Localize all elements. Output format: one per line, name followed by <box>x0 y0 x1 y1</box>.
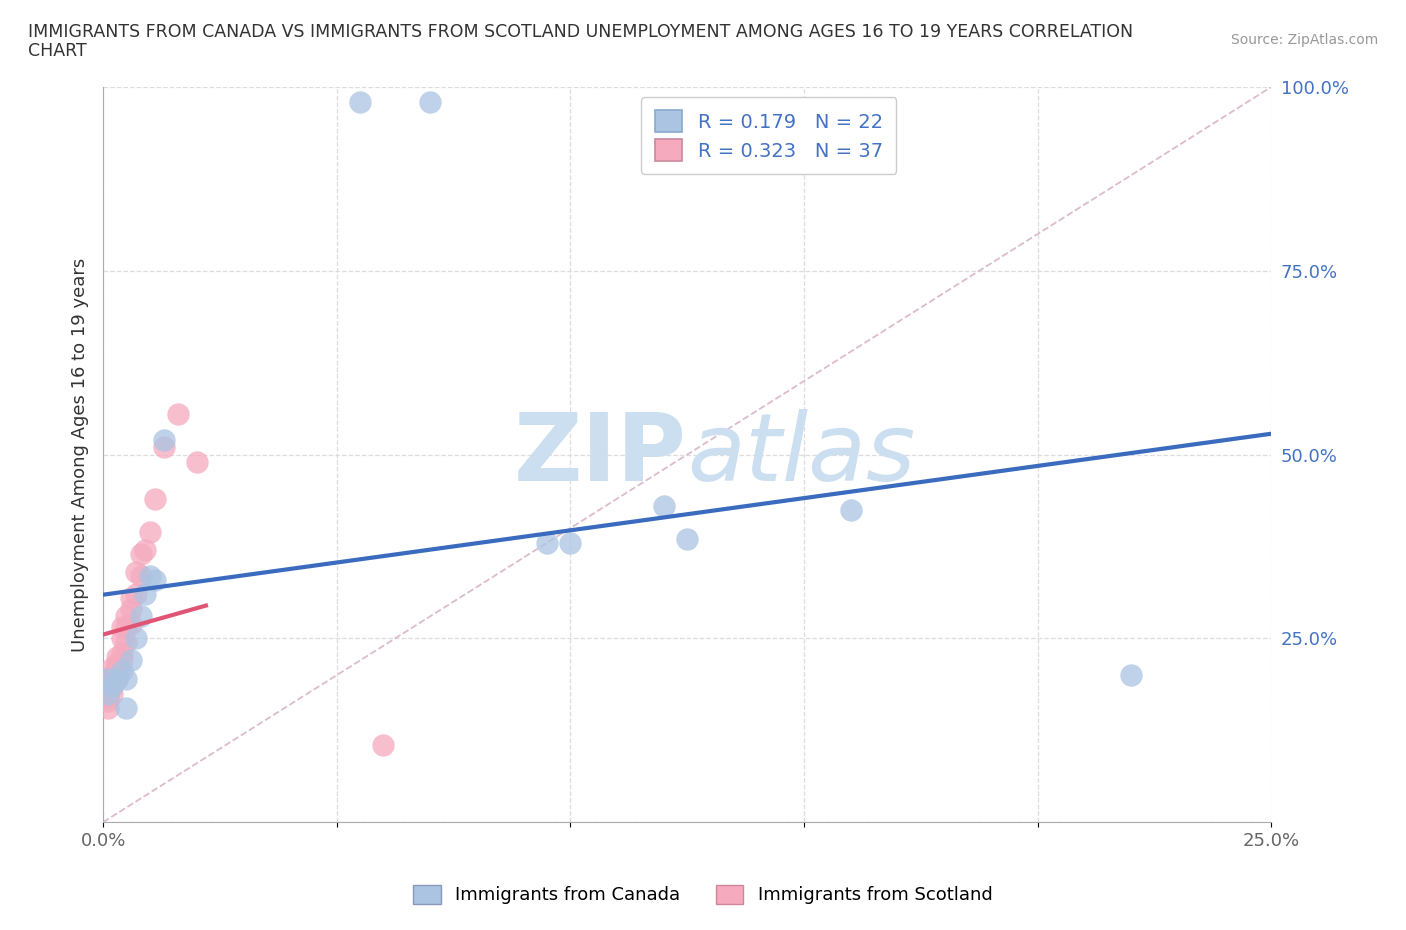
Point <box>97 671 120 686</box>
Point <box>115 620 138 635</box>
Point <box>115 609 138 624</box>
Point <box>120 617 142 631</box>
Point <box>652 498 675 513</box>
Text: ZIP: ZIP <box>515 408 688 500</box>
Point <box>129 547 152 562</box>
Point <box>105 671 128 686</box>
Point <box>111 653 134 668</box>
Text: Source: ZipAtlas.com: Source: ZipAtlas.com <box>1230 33 1378 46</box>
Point <box>97 683 120 698</box>
Point <box>105 657 128 671</box>
Point <box>101 679 124 694</box>
Point <box>101 671 124 686</box>
Point <box>129 609 152 624</box>
Point <box>1119 668 1142 683</box>
Point <box>111 664 134 679</box>
Point <box>139 568 162 583</box>
Point <box>143 491 166 506</box>
Point <box>97 694 120 709</box>
Point <box>139 525 162 539</box>
Point <box>111 645 134 660</box>
Point <box>115 671 138 686</box>
Point <box>101 686 124 701</box>
Text: CHART: CHART <box>28 42 87 60</box>
Point <box>676 532 699 547</box>
Point <box>115 701 138 716</box>
Point <box>120 653 142 668</box>
Point <box>105 657 128 671</box>
Point <box>125 565 148 579</box>
Point <box>97 686 120 701</box>
Point <box>120 591 142 605</box>
Point <box>111 631 134 645</box>
Legend: Immigrants from Canada, Immigrants from Scotland: Immigrants from Canada, Immigrants from … <box>406 878 1000 911</box>
Point <box>105 668 128 683</box>
Point <box>101 679 124 694</box>
Point <box>186 455 208 470</box>
Point <box>134 587 156 602</box>
Point <box>125 631 148 645</box>
Point <box>143 572 166 587</box>
Text: atlas: atlas <box>688 409 915 500</box>
Y-axis label: Unemployment Among Ages 16 to 19 years: Unemployment Among Ages 16 to 19 years <box>72 258 89 652</box>
Point <box>560 536 582 551</box>
Point <box>167 406 190 421</box>
Point <box>105 649 128 664</box>
Point <box>536 536 558 551</box>
Point <box>125 587 148 602</box>
Point <box>111 620 134 635</box>
Point <box>101 660 124 675</box>
Point <box>839 502 862 517</box>
Point <box>153 440 176 455</box>
Point <box>153 432 176 447</box>
Point <box>120 602 142 617</box>
Point <box>97 671 120 686</box>
Text: IMMIGRANTS FROM CANADA VS IMMIGRANTS FROM SCOTLAND UNEMPLOYMENT AMONG AGES 16 TO: IMMIGRANTS FROM CANADA VS IMMIGRANTS FRO… <box>28 23 1133 41</box>
Point <box>97 686 120 701</box>
Point <box>134 543 156 558</box>
Point <box>101 668 124 683</box>
Legend: R = 0.179   N = 22, R = 0.323   N = 37: R = 0.179 N = 22, R = 0.323 N = 37 <box>641 97 897 174</box>
Point <box>129 568 152 583</box>
Point <box>419 94 441 109</box>
Point <box>115 634 138 649</box>
Point <box>349 94 371 109</box>
Point <box>97 701 120 716</box>
Point <box>373 737 395 752</box>
Point <box>97 690 120 705</box>
Point <box>105 671 128 686</box>
